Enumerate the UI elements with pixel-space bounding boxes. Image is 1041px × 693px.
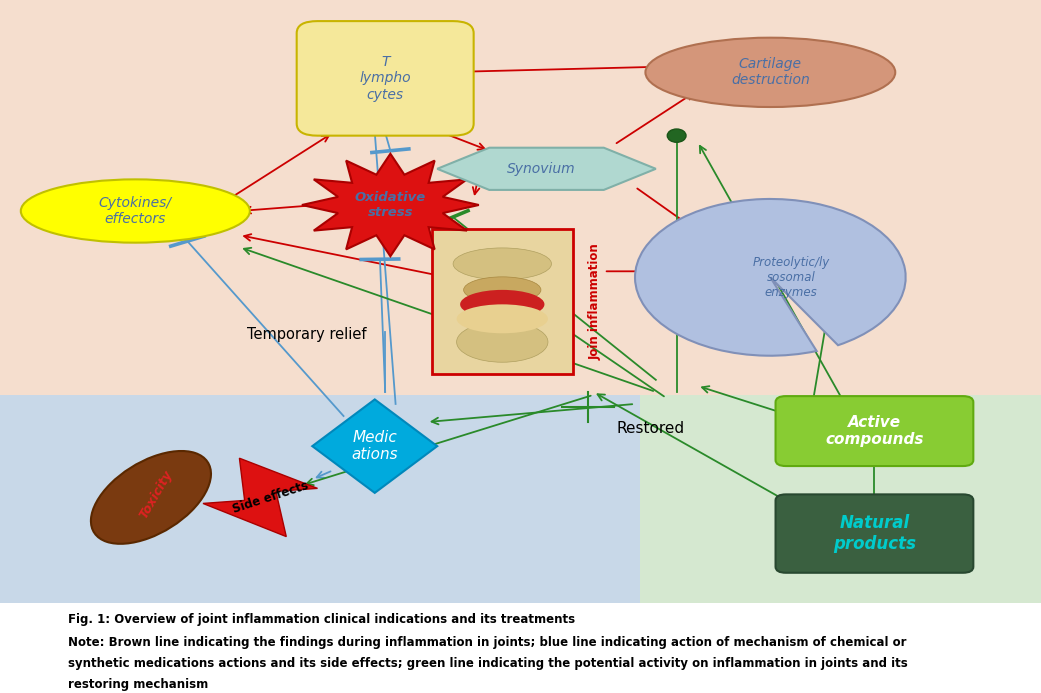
FancyBboxPatch shape — [776, 494, 973, 572]
Text: Fig. 1: Overview of joint inflammation clinical indications and its treatments: Fig. 1: Overview of joint inflammation c… — [68, 613, 575, 626]
Ellipse shape — [645, 37, 895, 107]
FancyBboxPatch shape — [297, 21, 474, 136]
Ellipse shape — [91, 451, 211, 544]
Bar — [432, 229, 573, 374]
Text: Synovium: Synovium — [507, 161, 576, 176]
Text: synthetic medications actions and its side effects; green line indicating the po: synthetic medications actions and its si… — [68, 657, 908, 670]
Text: Oxidative
stress: Oxidative stress — [355, 191, 426, 219]
Ellipse shape — [457, 304, 548, 333]
Ellipse shape — [463, 277, 541, 303]
Text: Side effects: Side effects — [231, 479, 310, 516]
Bar — [640, 395, 1041, 603]
Ellipse shape — [453, 248, 552, 280]
Text: Medic
ations: Medic ations — [352, 430, 398, 462]
Bar — [0, 395, 640, 603]
Text: Note: Brown line indicating the findings during inflammation in joints; blue lin: Note: Brown line indicating the findings… — [68, 636, 906, 649]
Polygon shape — [302, 154, 479, 256]
Ellipse shape — [21, 179, 250, 243]
Text: Toxicity: Toxicity — [137, 468, 175, 521]
Text: Cartilage
destruction: Cartilage destruction — [731, 58, 810, 87]
Ellipse shape — [457, 322, 548, 362]
Polygon shape — [203, 458, 318, 536]
Bar — [0, 0, 1041, 395]
Text: restoring mechanism: restoring mechanism — [68, 678, 208, 691]
Text: Temporary relief: Temporary relief — [248, 327, 366, 342]
Text: Natural
products: Natural products — [833, 514, 916, 553]
Ellipse shape — [460, 290, 544, 319]
Wedge shape — [635, 199, 906, 356]
Polygon shape — [437, 148, 656, 190]
FancyBboxPatch shape — [776, 396, 973, 466]
Ellipse shape — [667, 129, 686, 142]
Polygon shape — [312, 399, 437, 493]
Text: Join inflammation: Join inflammation — [588, 243, 601, 360]
Text: Proteolytic/ly
sosomal
enzymes: Proteolytic/ly sosomal enzymes — [753, 256, 830, 299]
Text: Active
compounds: Active compounds — [826, 415, 923, 447]
Text: T
lympho
cytes: T lympho cytes — [359, 55, 411, 102]
Text: Restored: Restored — [616, 421, 685, 436]
Text: Cytokines/
effectors: Cytokines/ effectors — [99, 196, 172, 226]
